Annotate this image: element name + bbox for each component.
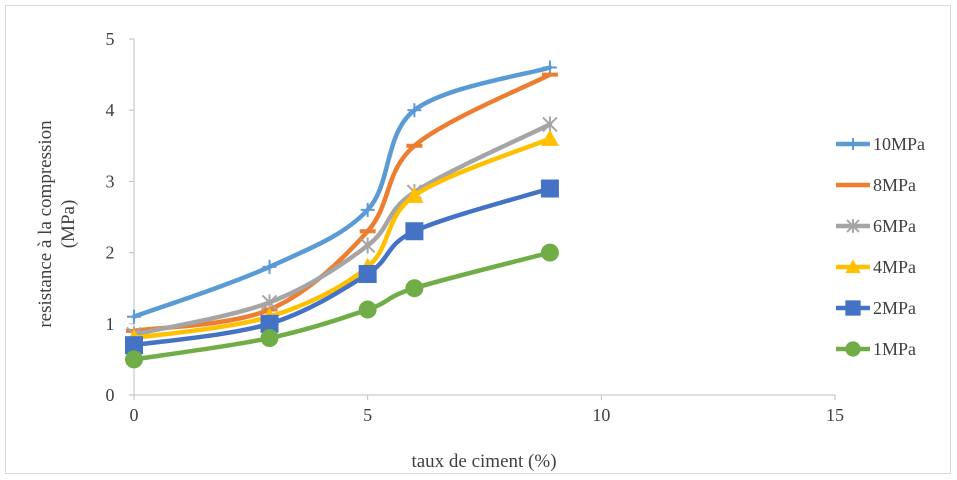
series-2MPa xyxy=(125,179,559,355)
legend-label: 1MPa xyxy=(873,339,916,359)
y-axis-label: resistance à la compression xyxy=(35,120,56,328)
x-tick-label: 0 xyxy=(130,405,139,425)
marker-plus xyxy=(127,309,141,324)
marker-star xyxy=(359,237,376,254)
x-axis-label: taux de ciment (%) xyxy=(411,451,556,472)
marker-circle xyxy=(260,329,279,348)
marker-plus xyxy=(407,103,422,118)
legend: 10MPa 8MPa 6MPa 4MPa 2MPa 1MPa xyxy=(836,134,925,359)
y-tick-label: 0 xyxy=(106,385,115,405)
legend-label: 4MPa xyxy=(873,257,916,277)
marker-triangle xyxy=(845,259,861,274)
legend-item: 1MPa xyxy=(836,339,916,359)
series-line xyxy=(131,250,553,362)
marker-square xyxy=(260,314,279,333)
y-tick-label: 2 xyxy=(106,243,115,263)
marker-triangle xyxy=(405,186,424,203)
marker-plus xyxy=(360,202,375,217)
series-layer xyxy=(125,60,559,369)
marker-square xyxy=(358,264,377,283)
legend-label: 8MPa xyxy=(873,175,916,195)
marker-plus xyxy=(542,60,557,75)
y-tick-label: 3 xyxy=(106,171,115,191)
x-tick-label: 15 xyxy=(826,405,844,425)
y-tick-label: 4 xyxy=(106,100,115,120)
marker-square xyxy=(405,222,424,241)
y-tick-label: 1 xyxy=(106,314,115,334)
marker-star xyxy=(846,219,860,233)
marker-square xyxy=(845,300,861,316)
marker-circle xyxy=(845,341,861,357)
x-tick-label: 10 xyxy=(592,405,610,425)
marker-square xyxy=(125,336,143,355)
y-tick-label: 5 xyxy=(106,29,115,49)
marker-circle xyxy=(405,279,424,298)
series-4MPa xyxy=(125,129,559,346)
marker-triangle xyxy=(540,129,559,146)
marker-circle xyxy=(540,243,559,262)
series-1MPa xyxy=(125,243,559,369)
legend-item: 2MPa xyxy=(836,298,916,318)
legend-item: 4MPa xyxy=(836,257,916,277)
marker-plus xyxy=(847,138,859,150)
series-10MPa xyxy=(127,60,557,324)
legend-label: 6MPa xyxy=(873,216,916,236)
series-line xyxy=(131,136,553,341)
legend-item: 6MPa xyxy=(836,216,916,236)
marker-square xyxy=(540,179,559,198)
x-tick-label: 5 xyxy=(363,405,372,425)
legend-label: 2MPa xyxy=(873,298,916,318)
legend-label: 10MPa xyxy=(873,134,925,154)
legend-item: 8MPa xyxy=(836,175,916,195)
legend-item: 10MPa xyxy=(836,134,925,154)
marker-circle xyxy=(358,300,377,319)
marker-plus xyxy=(262,259,277,274)
axes: 0 5 10 15 0 1 2 3 4 5 xyxy=(106,29,845,425)
marker-circle xyxy=(125,350,143,369)
y-axis-label-unit: (MPa) xyxy=(58,200,79,249)
